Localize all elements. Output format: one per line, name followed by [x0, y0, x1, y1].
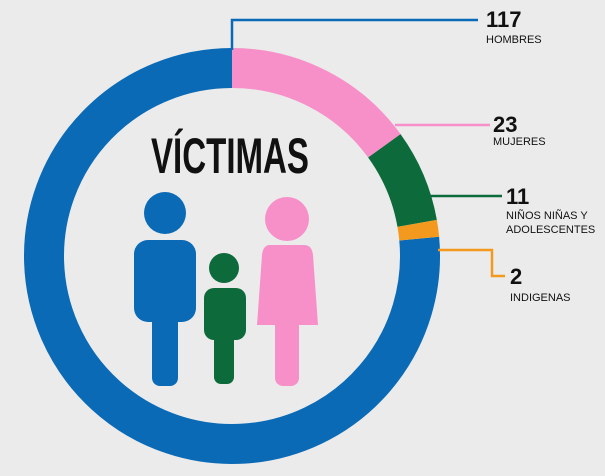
category-label: HOMBRES	[486, 34, 542, 46]
value-label: 117	[486, 7, 522, 32]
people-icon	[134, 192, 318, 386]
value-label: 2	[510, 264, 523, 289]
chart-title: VÍCTIMAS	[151, 128, 309, 184]
donut	[24, 48, 440, 464]
leader-lines	[230, 18, 505, 278]
value-label: 11	[506, 184, 530, 209]
category-label: NIÑOS NIÑAS Y ADOLESCENTES	[506, 210, 596, 236]
category-label: MUJERES	[493, 136, 546, 148]
donut-segment	[231, 48, 401, 158]
value-label: 23	[493, 112, 518, 137]
donut-segment	[24, 48, 440, 464]
category-label: INDIGENAS	[510, 292, 571, 304]
donut-segment	[397, 219, 440, 241]
donut-segment	[367, 134, 437, 228]
